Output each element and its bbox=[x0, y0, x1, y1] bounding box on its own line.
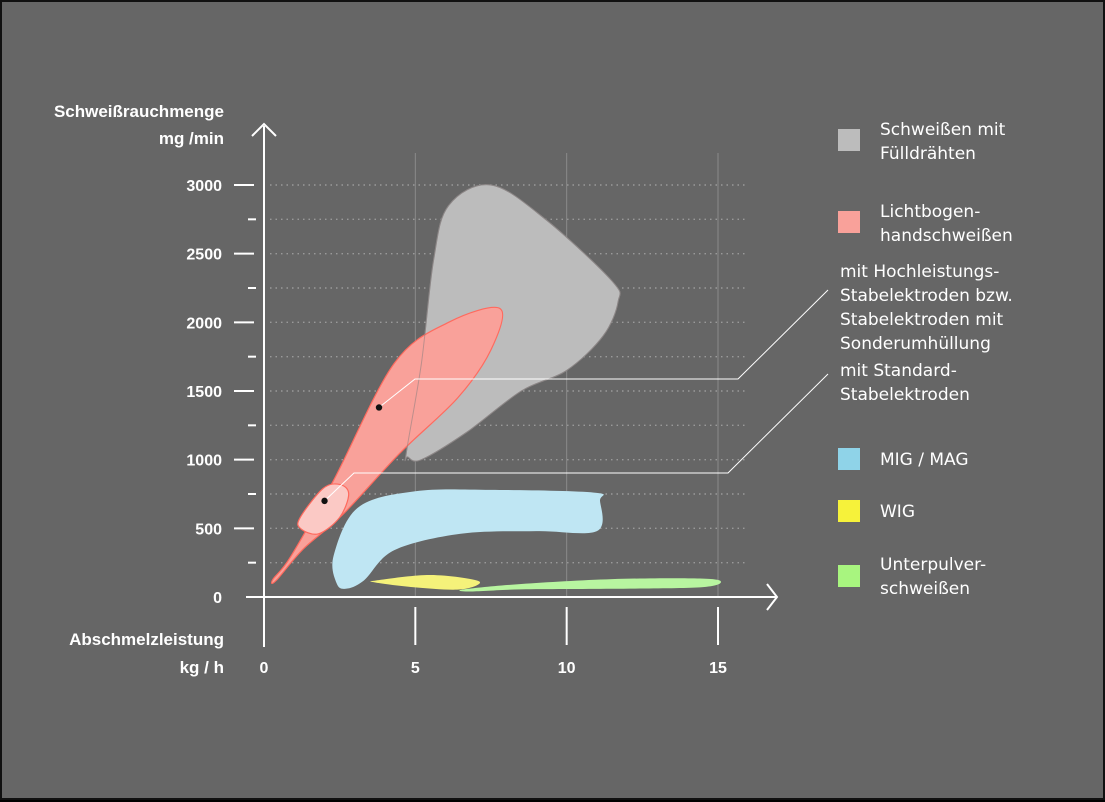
x-tick-label: 0 bbox=[260, 660, 269, 677]
legend-swatch-6 bbox=[838, 500, 860, 522]
legend: Schweißen mit Fülldrähten Lichtbogen-hands… bbox=[838, 120, 1013, 599]
x-axis-arrow bbox=[766, 583, 779, 611]
legend-label-3: Stabelektroden mit bbox=[840, 310, 1004, 330]
y-axis-title-line1: Schweißrauchmenge bbox=[54, 102, 224, 121]
series-area-1 bbox=[404, 184, 621, 462]
series-area-5 bbox=[370, 574, 481, 590]
legend-label-2: handschweißen bbox=[880, 226, 1013, 246]
axes bbox=[246, 122, 779, 647]
series-area-1-overlap-outline bbox=[404, 184, 621, 462]
legend-swatch-5 bbox=[838, 448, 860, 470]
legend-label-1: Fülldrähten bbox=[880, 144, 976, 164]
legend-label-3: Sonderumhüllung bbox=[840, 334, 991, 354]
legend-swatch-2 bbox=[838, 211, 860, 233]
y-tick-label: 1500 bbox=[186, 384, 222, 401]
legend-label-1: Schweißen mit bbox=[880, 120, 1006, 140]
x-tick-label: 5 bbox=[411, 660, 420, 677]
y-tick-label: 0 bbox=[213, 590, 222, 607]
marker-point-hochleistung bbox=[375, 404, 383, 411]
legend-label-5: MIG / MAG bbox=[880, 450, 969, 470]
legend-label-4: mit Standard- bbox=[840, 361, 957, 381]
data-areas bbox=[271, 184, 721, 592]
y-axis-arrow bbox=[251, 122, 277, 137]
y-axis-title-line2: mg /min bbox=[159, 129, 224, 148]
x-axis-title-line1: Abschmelzleistung bbox=[69, 630, 224, 649]
legend-label-3: Stabelektroden bzw. bbox=[840, 286, 1013, 306]
series-area-3 bbox=[297, 483, 350, 535]
legend-label-4: Stabelektroden bbox=[840, 385, 970, 405]
series-area-6 bbox=[459, 578, 721, 592]
legend-label-7: schweißen bbox=[880, 579, 970, 599]
x-axis-title-line2: kg / h bbox=[180, 658, 224, 677]
leader-line-hochleistung bbox=[378, 289, 829, 408]
ticks: 0 500 1000 1500 2000 2500 3000 0 5 10 15 bbox=[186, 178, 727, 677]
leader-lines bbox=[321, 289, 829, 505]
y-tick-label: 2000 bbox=[186, 315, 222, 332]
legend-label-2: Lichtbogen- bbox=[880, 202, 980, 222]
legend-swatch-1 bbox=[838, 129, 860, 151]
legend-swatch-7 bbox=[838, 565, 860, 587]
y-tick-label: 2500 bbox=[186, 247, 222, 264]
x-tick-label: 15 bbox=[709, 660, 727, 677]
x-tick-label: 10 bbox=[558, 660, 576, 677]
legend-label-3: mit Hochleistungs- bbox=[840, 262, 999, 282]
y-tick-label: 3000 bbox=[186, 178, 222, 195]
y-tick-label: 1000 bbox=[186, 453, 222, 470]
leader-line-standard bbox=[324, 373, 829, 502]
y-tick-label: 500 bbox=[195, 521, 222, 538]
legend-label-7: Unterpulver- bbox=[880, 555, 986, 575]
legend-label-6: WIG bbox=[880, 502, 915, 522]
marker-point-standard bbox=[321, 497, 328, 505]
series-area-4 bbox=[332, 489, 604, 589]
